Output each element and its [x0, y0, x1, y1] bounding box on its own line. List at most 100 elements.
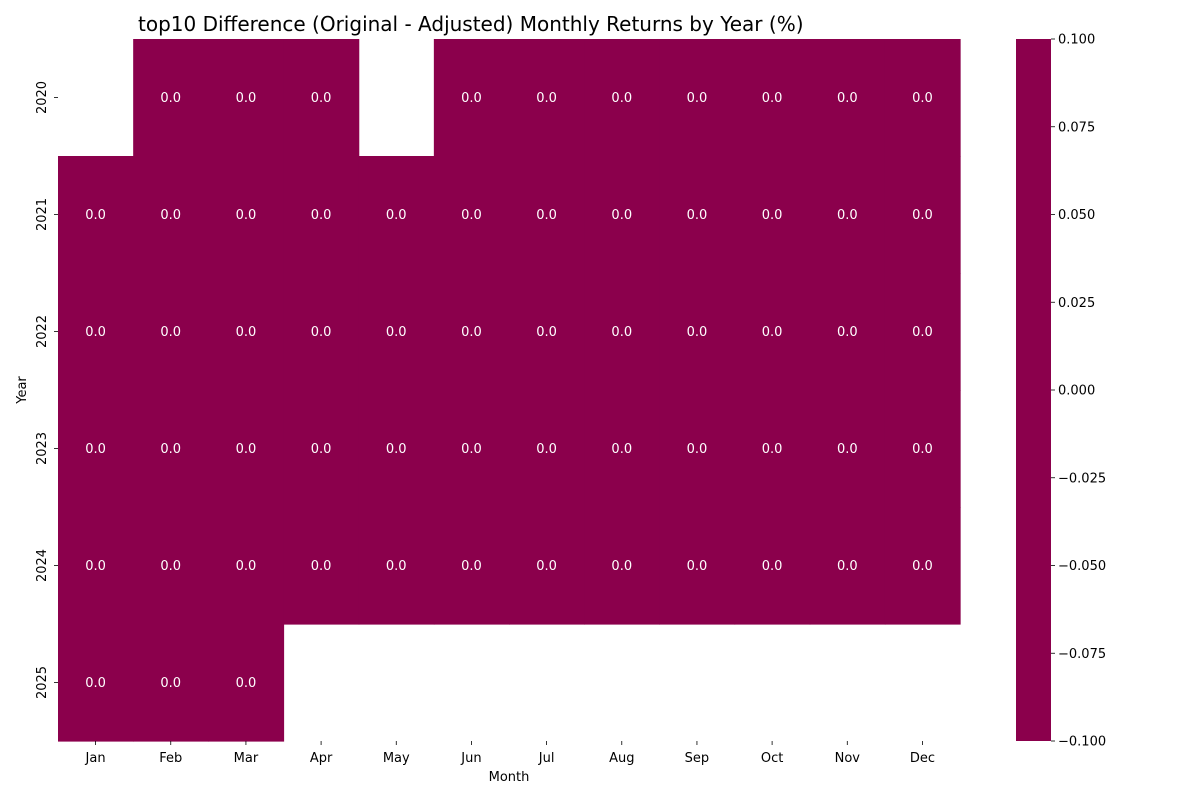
- cell-value-label: 0.0: [311, 442, 332, 457]
- heatmap-cell: [208, 273, 285, 391]
- heatmap-cell: [208, 507, 285, 625]
- colorbar-tick-label: 0.075: [1058, 120, 1095, 135]
- heatmap-cell: [884, 273, 961, 391]
- x-axis: Jan Feb Mar Apr May Jun Jul Aug Sep Oct Nov Dec: [85, 741, 935, 766]
- heatmap-cell: [133, 39, 209, 157]
- heatmap-cell: [358, 273, 435, 391]
- heatmap-cell: [58, 156, 134, 274]
- heatmap-cell: [509, 39, 585, 157]
- colorbar-tick-label: 0.050: [1058, 208, 1095, 223]
- x-tick-label: Mar: [234, 751, 259, 766]
- heatmap-cell: [659, 390, 736, 508]
- heatmap-cell: [133, 624, 209, 742]
- y-tick-label: 2024: [35, 549, 50, 582]
- x-tick-label: Apr: [310, 751, 333, 766]
- cell-value-label: 0.0: [837, 325, 858, 340]
- heatmap-cell: [884, 507, 961, 625]
- cell-value-label: 0.0: [837, 208, 858, 223]
- cell-value-label: 0.0: [611, 442, 632, 457]
- y-tick-label: 2022: [35, 315, 50, 348]
- cell-value-label: 0.0: [461, 325, 482, 340]
- heatmap-cell: [208, 156, 285, 274]
- chart-title: top10 Difference (Original - Adjusted) M…: [138, 12, 804, 36]
- cell-value-label: 0.0: [461, 559, 482, 574]
- heatmap-cell: [584, 39, 660, 157]
- x-tick-label: Jul: [538, 751, 555, 766]
- cell-value-label: 0.0: [611, 325, 632, 340]
- heatmap-cell: [584, 390, 660, 508]
- heatmap-cell: [509, 507, 585, 625]
- cell-value-label: 0.0: [687, 442, 708, 457]
- heatmap-cell: [283, 156, 360, 274]
- heatmap-cell: [509, 390, 585, 508]
- cell-value-label: 0.0: [236, 325, 257, 340]
- heatmap-cell: [358, 156, 435, 274]
- heatmap-cell: [659, 156, 736, 274]
- cell-value-label: 0.0: [762, 559, 783, 574]
- heatmap-cell: [358, 390, 435, 508]
- heatmap-cell: [283, 273, 360, 391]
- cell-value-label: 0.0: [160, 208, 181, 223]
- heatmap-cell: [659, 39, 736, 157]
- heatmap-cell: [283, 39, 360, 157]
- cell-value-label: 0.0: [85, 676, 106, 691]
- cell-value-label: 0.0: [687, 91, 708, 106]
- cell-value-label: 0.0: [311, 91, 332, 106]
- cell-value-label: 0.0: [85, 559, 106, 574]
- cell-value-label: 0.0: [85, 208, 106, 223]
- cell-value-label: 0.0: [160, 442, 181, 457]
- y-tick-label: 2021: [35, 198, 50, 231]
- cell-value-label: 0.0: [762, 325, 783, 340]
- cell-value-label: 0.0: [461, 442, 482, 457]
- y-axis: 2020 2021 2022 2023 2024 2025: [35, 81, 58, 699]
- x-tick-label: May: [383, 751, 410, 766]
- cell-value-label: 0.0: [762, 208, 783, 223]
- cell-value-label: 0.0: [160, 325, 181, 340]
- colorbar-tick-label: −0.100: [1058, 735, 1106, 750]
- heatmap-cell: [58, 390, 134, 508]
- cell-value-label: 0.0: [837, 559, 858, 574]
- cell-value-label: 0.0: [912, 91, 933, 106]
- colorbar-tick-label: 0.025: [1058, 296, 1095, 311]
- heatmap-cell: [58, 624, 134, 742]
- heatmap-cell: [509, 273, 585, 391]
- heatmap-cell: [584, 273, 660, 391]
- heatmap-cell: [734, 273, 811, 391]
- y-tick-label: 2025: [35, 666, 50, 699]
- heatmap-cell: [208, 624, 285, 742]
- x-tick-label: Nov: [835, 751, 861, 766]
- cell-value-label: 0.0: [236, 442, 257, 457]
- heatmap-cell: [659, 273, 736, 391]
- heatmap-cell: [358, 507, 435, 625]
- heatmap-cell: [208, 390, 285, 508]
- heatmap-cell: [809, 273, 886, 391]
- cell-value-label: 0.0: [236, 676, 257, 691]
- x-tick-label: Sep: [685, 751, 710, 766]
- heatmap-cell-labels: 0.0 0.0 0.0 0.0 0.0 0.0 0.0 0.0 0.0 0.0 0.0 0.0 0.0 0…: [85, 91, 933, 691]
- heatmap-cell: [133, 390, 209, 508]
- heatmap-cell: [584, 156, 660, 274]
- cell-value-label: 0.0: [311, 559, 332, 574]
- cell-value-label: 0.0: [912, 208, 933, 223]
- heatmap-cell: [433, 507, 510, 625]
- x-tick-label: Aug: [609, 751, 634, 766]
- heatmap-cell: [659, 507, 736, 625]
- cell-value-label: 0.0: [461, 208, 482, 223]
- cell-value-label: 0.0: [611, 208, 632, 223]
- heatmap-cell: [283, 390, 360, 508]
- heatmap-cell: [208, 39, 285, 157]
- colorbar-tick-label: 0.100: [1058, 33, 1095, 48]
- heatmap-cell: [509, 156, 585, 274]
- heatmap-cell: [58, 273, 134, 391]
- heatmap-cell: [809, 39, 886, 157]
- cell-value-label: 0.0: [536, 325, 557, 340]
- colorbar-tick-label: −0.025: [1058, 471, 1106, 486]
- colorbar: 0.100 0.075 0.050 0.025 0.000 −0.025 −0.050 −0.…: [1016, 33, 1106, 750]
- cell-value-label: 0.0: [837, 91, 858, 106]
- x-axis-label: Month: [489, 770, 530, 785]
- y-tick-label: 2020: [35, 81, 50, 114]
- colorbar-tick-label: −0.050: [1058, 559, 1106, 574]
- cell-value-label: 0.0: [85, 325, 106, 340]
- cell-value-label: 0.0: [85, 442, 106, 457]
- cell-value-label: 0.0: [762, 91, 783, 106]
